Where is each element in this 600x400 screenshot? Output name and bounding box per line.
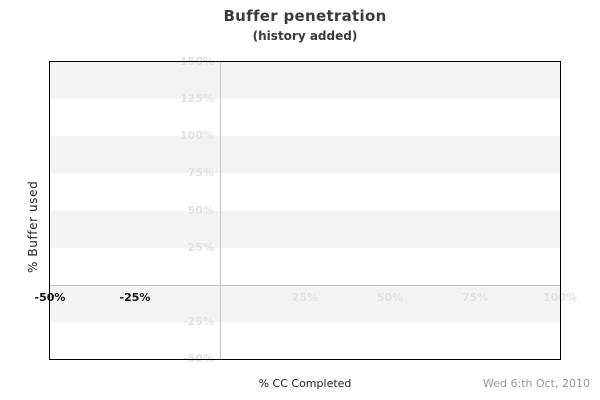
y-tick-label: 125% xyxy=(180,92,214,106)
x-tick-label: 25% xyxy=(291,290,319,304)
date-stamp: Wed 6:th Oct, 2010 xyxy=(483,377,590,390)
chart-subtitle: (history added) xyxy=(252,29,358,43)
x-tick-label: 50% xyxy=(376,290,404,304)
plot-band xyxy=(50,210,560,248)
y-tick-label: 75% xyxy=(187,166,214,180)
zero-y-gridline xyxy=(50,284,560,286)
plot-band xyxy=(50,136,560,174)
y-tick-label: -50% xyxy=(183,352,214,365)
x-tick-label: 100% xyxy=(543,290,577,304)
y-tick-label: 100% xyxy=(180,129,214,143)
y-tick-label: 25% xyxy=(187,240,214,254)
plot-area: 150% 125% 100% 75% 50% 25% -25% -50% -50% -25% 25%… xyxy=(35,55,577,365)
zero-x-gridline xyxy=(220,62,221,359)
x-tick-label: -25% xyxy=(119,290,151,304)
x-tick-label: 75% xyxy=(461,290,489,304)
y-tick-label: 50% xyxy=(187,203,214,217)
y-tick-label: -25% xyxy=(183,314,214,328)
plot-band xyxy=(50,62,560,100)
y-axis-title: % Buffer used xyxy=(26,180,40,273)
chart-title: Buffer penetration xyxy=(223,7,387,25)
x-tick-label: -50% xyxy=(34,290,66,304)
plot-band xyxy=(50,284,560,322)
x-axis-title: % CC Completed xyxy=(258,377,352,390)
y-tick-label: 150% xyxy=(180,55,214,68)
